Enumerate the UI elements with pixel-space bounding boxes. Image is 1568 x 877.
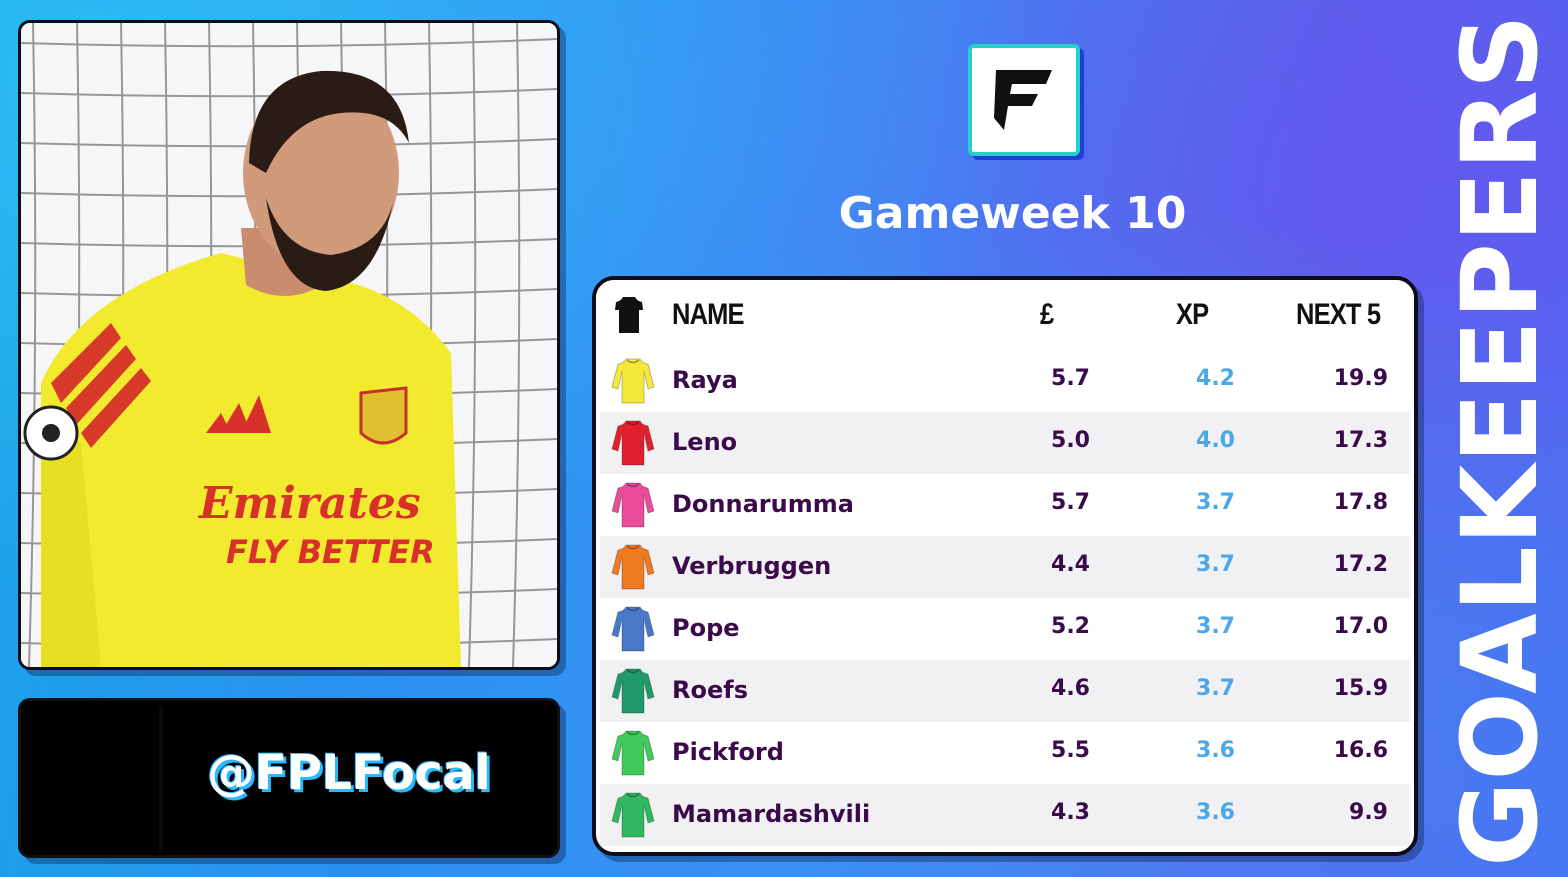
section-title: GOALKEEPERS (1439, 13, 1561, 867)
player-xp: 3.6 (1196, 738, 1235, 763)
player-price: 4.6 (1051, 676, 1090, 701)
goalkeeper-kit-icon (611, 482, 655, 528)
section-title-vertical: GOALKEEPERS (1439, 13, 1561, 867)
player-xp: 4.0 (1196, 428, 1235, 453)
player-name: Roefs (672, 676, 748, 704)
table-row: Raya 5.7 4.2 19.9 (600, 350, 1410, 412)
fplfocal-logo (968, 44, 1080, 156)
player-price: 4.4 (1051, 552, 1090, 577)
table-row: Pickford 5.5 3.6 16.6 (600, 722, 1410, 784)
fplfocal-f-logo-icon (994, 70, 1052, 130)
player-next5: 15.9 (1333, 676, 1388, 701)
player-name: Verbruggen (672, 552, 832, 580)
handle-divider (159, 707, 163, 852)
player-name: Mamardashvili (672, 800, 871, 828)
player-xp: 3.7 (1196, 614, 1235, 639)
player-price: 5.0 (1051, 428, 1090, 453)
player-price: 5.7 (1051, 490, 1090, 515)
player-price: 4.3 (1051, 800, 1090, 825)
table-row: Mamardashvili 4.3 3.6 9.9 (600, 784, 1410, 846)
player-next5: 16.6 (1333, 738, 1388, 763)
table-row: Roefs 4.6 3.7 15.9 (600, 660, 1410, 722)
svg-text:Emirates: Emirates (197, 478, 421, 529)
player-xp: 3.6 (1196, 800, 1235, 825)
player-xp: 3.7 (1196, 676, 1235, 701)
column-price: £ (1040, 298, 1054, 331)
player-xp: 3.7 (1196, 490, 1235, 515)
goalkeeper-kit-icon (611, 730, 655, 776)
gameweek-title: Gameweek 10 (838, 188, 1187, 239)
goalkeeper-kit-icon (611, 606, 655, 652)
table-row: Leno 5.0 4.0 17.3 (600, 412, 1410, 474)
player-next5: 17.2 (1333, 552, 1388, 577)
player-photo: Emirates FLY BETTER (18, 20, 560, 670)
social-handle: @FPLFocal (207, 745, 491, 801)
column-xp: XP (1176, 298, 1209, 331)
social-handle-box: @FPLFocal (18, 698, 560, 858)
table-body: Raya 5.7 4.2 19.9 Leno 5.0 4.0 17.3 Donnarumma 5.… (600, 350, 1410, 846)
goalkeeper-kit-icon (611, 792, 655, 838)
svg-text:FLY BETTER: FLY BETTER (226, 533, 435, 571)
table-header: NAME £ XP NEXT 5 (596, 280, 1414, 350)
player-next5: 17.3 (1333, 428, 1388, 453)
player-next5: 17.0 (1333, 614, 1388, 639)
table-row: Verbruggen 4.4 3.7 17.2 (600, 536, 1410, 598)
player-name: Pickford (672, 738, 784, 766)
player-price: 5.7 (1051, 366, 1090, 391)
goalkeeper-kit-icon (611, 420, 655, 466)
goalkeeper-kit-icon (611, 358, 655, 404)
player-next5: 9.9 (1349, 800, 1388, 825)
table-row: Donnarumma 5.7 3.7 17.8 (600, 474, 1410, 536)
player-xp: 4.2 (1196, 366, 1235, 391)
player-name: Pope (672, 614, 740, 642)
goal-net-image: Emirates FLY BETTER (21, 23, 557, 667)
player-xp: 3.7 (1196, 552, 1235, 577)
player-name: Raya (672, 366, 738, 394)
column-name: NAME (672, 298, 745, 331)
player-name: Donnarumma (672, 490, 854, 518)
goalkeeper-table: NAME £ XP NEXT 5 Raya 5.7 4.2 19.9 Leno 5.0 4.… (592, 276, 1418, 856)
player-name: Leno (672, 428, 738, 456)
goalkeeper-kit-icon (611, 544, 655, 590)
goalkeeper-kit-icon (611, 668, 655, 714)
player-next5: 17.8 (1333, 490, 1388, 515)
column-next5: NEXT 5 (1296, 298, 1381, 331)
shirt-icon (615, 297, 643, 333)
table-row: Pope 5.2 3.7 17.0 (600, 598, 1410, 660)
player-price: 5.5 (1051, 738, 1090, 763)
player-price: 5.2 (1051, 614, 1090, 639)
player-next5: 19.9 (1333, 366, 1388, 391)
